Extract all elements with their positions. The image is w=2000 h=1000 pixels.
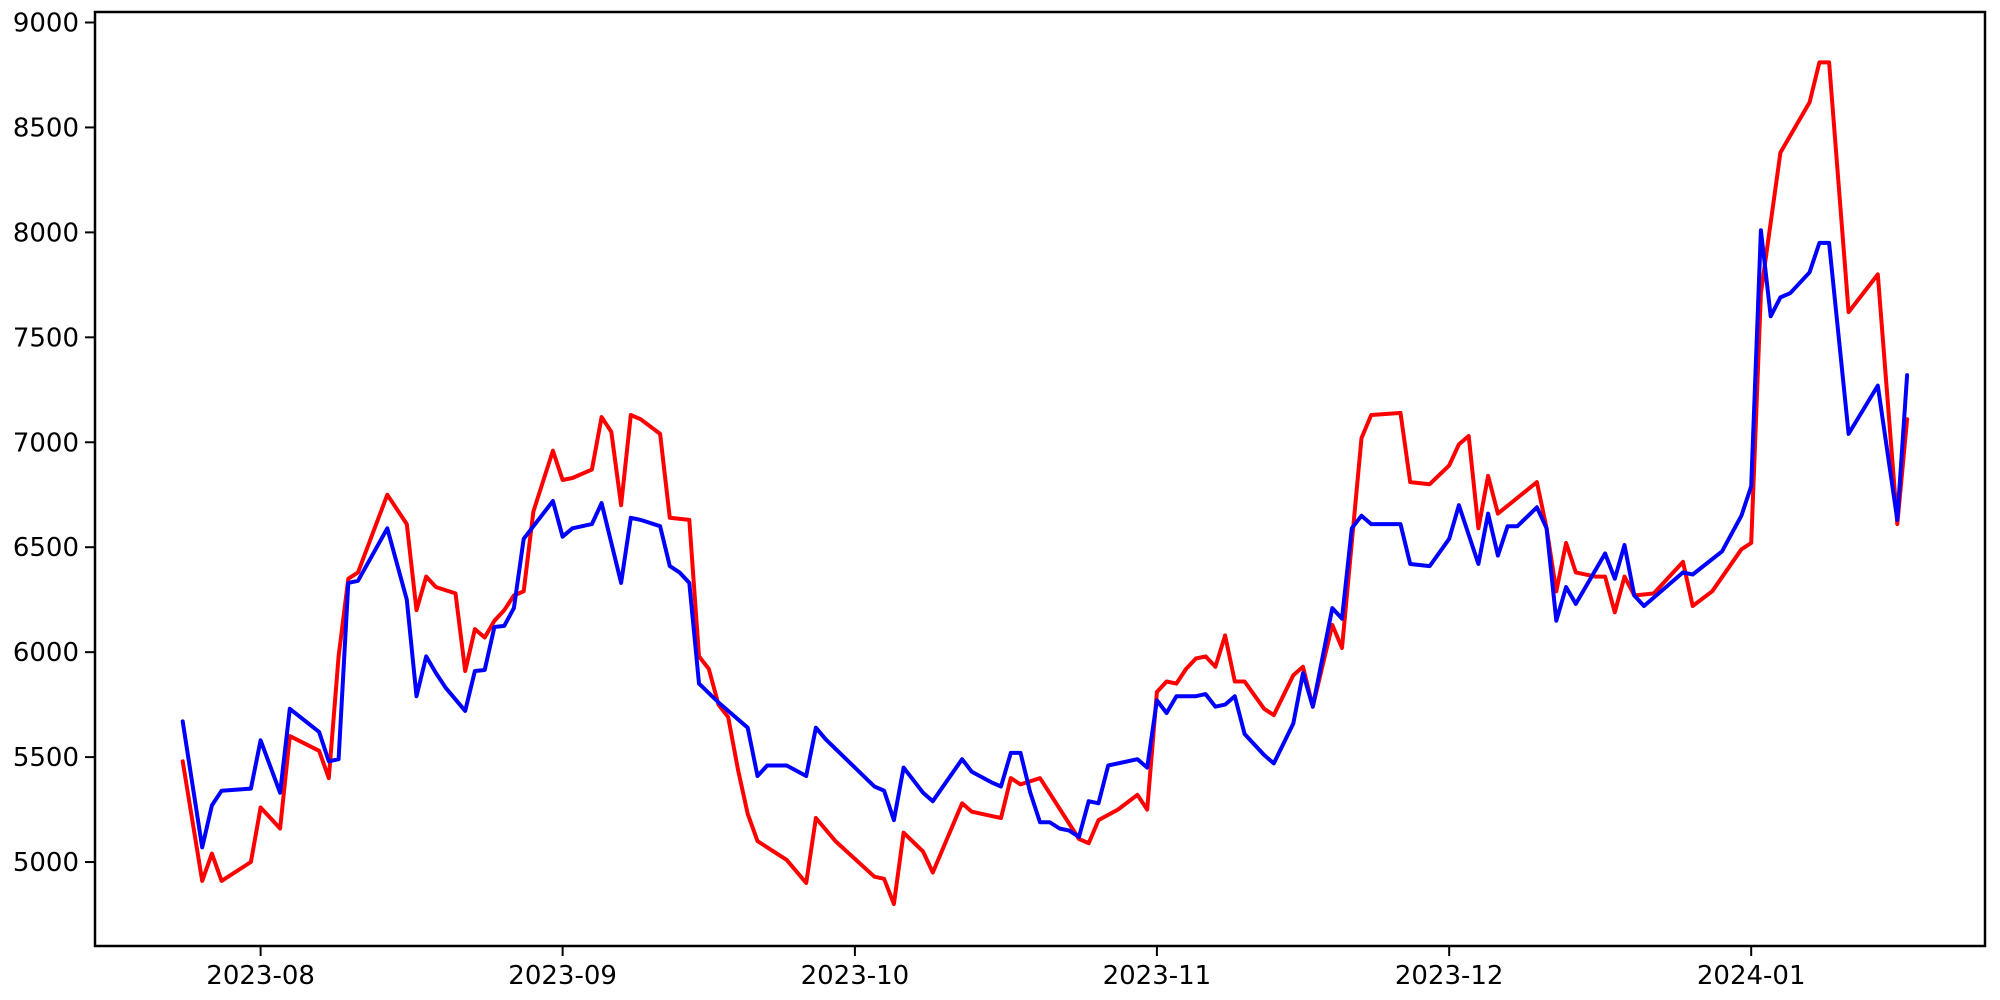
y-tick-label: 9000 xyxy=(13,8,79,38)
y-tick-label: 7000 xyxy=(13,428,79,458)
red-series-line xyxy=(180,60,1910,906)
x-tick-label: 2023-11 xyxy=(1103,961,1212,991)
y-tick-label: 5500 xyxy=(13,743,79,773)
y-tick-label: 7500 xyxy=(13,323,79,353)
x-tick-label: 2024-01 xyxy=(1697,961,1806,991)
y-tick-label: 8000 xyxy=(13,218,79,248)
x-tick-label: 2023-09 xyxy=(508,961,617,991)
y-tick-label: 5000 xyxy=(13,848,79,878)
blue-series-line xyxy=(180,228,1910,850)
y-tick-label: 6000 xyxy=(13,638,79,668)
series-lines xyxy=(180,60,1910,906)
y-tick-label: 8500 xyxy=(13,113,79,143)
x-tick-label: 2023-10 xyxy=(801,961,910,991)
axes: 5000 5500 6000 6500 7000 7500 8000 8500 9000 2023… xyxy=(13,8,1806,991)
y-tick-label: 6500 xyxy=(13,533,79,563)
plot-border xyxy=(93,10,1987,948)
x-tick-label: 2023-08 xyxy=(206,961,315,991)
x-tick-label: 2023-12 xyxy=(1395,961,1504,991)
